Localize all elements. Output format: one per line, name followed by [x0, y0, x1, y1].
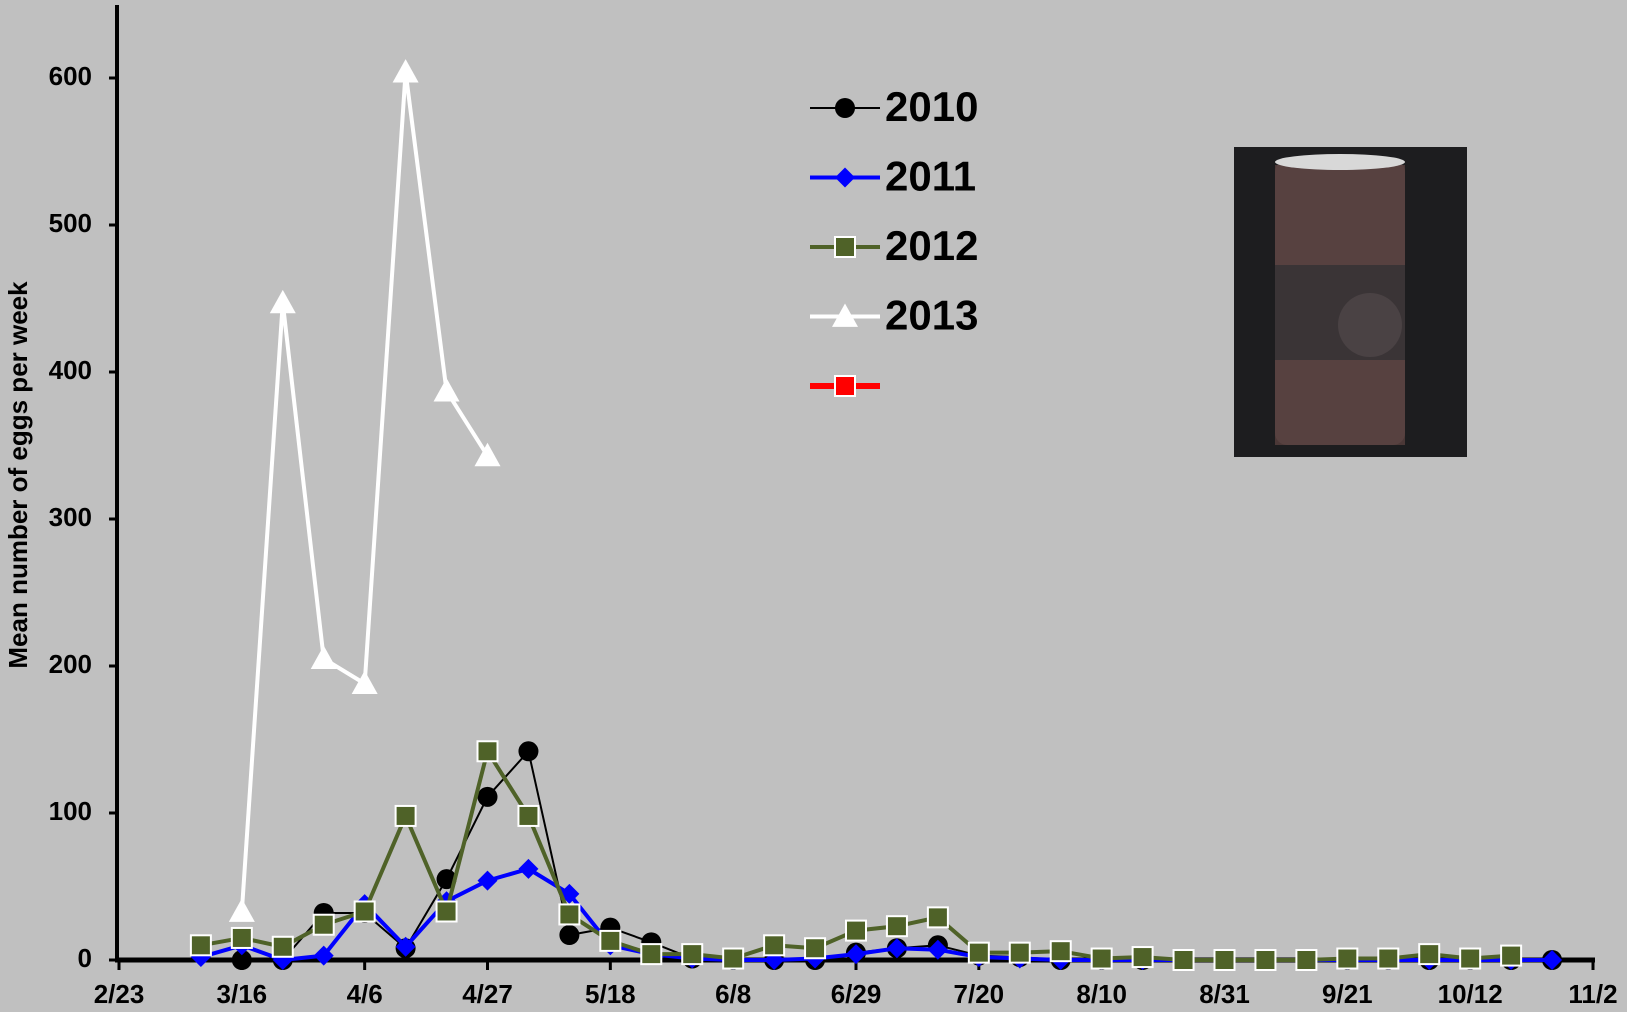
y-tick-label: 600 [49, 61, 92, 91]
legend-item: 2012 [810, 222, 978, 269]
marker [228, 898, 255, 922]
marker [845, 919, 867, 942]
x-tick-label: 4/6 [347, 979, 383, 1009]
marker [518, 741, 539, 762]
marker [558, 903, 581, 926]
legend-item: 2011 [810, 153, 976, 200]
y-tick-label: 300 [49, 502, 92, 532]
marker [1090, 947, 1113, 970]
x-tick-label: 5/18 [585, 979, 636, 1009]
x-tick-label: 6/29 [831, 979, 882, 1009]
y-axis-label: Mean number of eggs per week [3, 281, 33, 669]
marker [1213, 949, 1236, 971]
x-tick-label: 6/8 [715, 979, 751, 1009]
marker [967, 941, 990, 964]
marker [1131, 946, 1154, 969]
legend-marker [834, 375, 856, 397]
marker [1459, 947, 1482, 970]
marker [351, 670, 378, 695]
y-tick-label: 200 [49, 649, 92, 679]
x-tick-label: 8/10 [1076, 979, 1127, 1009]
x-tick-label: 9/21 [1322, 979, 1373, 1009]
marker [310, 645, 337, 670]
y-tick-label: 500 [49, 208, 92, 238]
marker [1254, 949, 1277, 971]
marker [763, 934, 786, 957]
y-tick-label: 0 [78, 943, 92, 973]
marker [231, 950, 252, 970]
marker [476, 740, 499, 763]
series [228, 59, 501, 922]
legend-item: 2010 [810, 83, 978, 130]
marker [885, 915, 908, 938]
marker [271, 935, 294, 958]
marker [722, 947, 745, 970]
marker [230, 926, 253, 949]
legend-label: 2011 [885, 153, 976, 200]
legend-marker [835, 98, 855, 118]
marker [392, 59, 419, 83]
marker [1542, 950, 1563, 970]
marker [433, 378, 460, 402]
marker [1049, 940, 1072, 963]
marker [926, 906, 949, 929]
legend-label: 2010 [885, 83, 978, 130]
legend-label: 2012 [885, 222, 978, 269]
marker [1336, 947, 1359, 970]
x-tick-label: 11/2 [1568, 979, 1617, 1009]
photo [1234, 147, 1467, 457]
marker [559, 925, 580, 946]
marker [846, 944, 866, 965]
marker [394, 804, 417, 827]
series-line [239, 70, 490, 912]
legend-label: 2013 [885, 292, 978, 339]
marker [1172, 949, 1195, 971]
marker [474, 442, 501, 467]
x-tick-label: 7/20 [954, 979, 1005, 1009]
series [189, 740, 1523, 971]
legend-item [810, 375, 880, 397]
marker [1500, 944, 1523, 967]
marker [395, 936, 416, 957]
marker [804, 937, 827, 960]
x-tick-label: 4/27 [462, 979, 513, 1009]
marker [477, 786, 498, 807]
x-tick-label: 10/12 [1438, 979, 1503, 1009]
marker [1008, 941, 1031, 964]
marker [640, 943, 663, 966]
marker [435, 900, 458, 923]
marker [189, 934, 212, 957]
y-tick-label: 100 [49, 796, 92, 826]
marker [1295, 949, 1318, 971]
marker [517, 804, 540, 827]
legend-marker [834, 236, 856, 258]
marker [269, 289, 296, 314]
marker [599, 929, 622, 952]
legend-marker [835, 167, 855, 188]
x-tick-label: 8/31 [1199, 979, 1250, 1009]
marker [886, 938, 907, 959]
marker [518, 858, 539, 879]
x-tick-label: 3/16 [217, 979, 268, 1009]
marker [313, 945, 334, 966]
marker [927, 939, 948, 960]
marker [1377, 947, 1400, 970]
marker [1418, 943, 1441, 966]
legend-item: 2013 [810, 292, 978, 339]
legend-marker [832, 303, 858, 327]
marker [681, 943, 704, 966]
y-tick-label: 400 [49, 355, 92, 385]
marker [312, 913, 335, 936]
x-tick-label: 2/23 [94, 979, 145, 1009]
marker [353, 900, 376, 923]
marker [477, 870, 498, 891]
